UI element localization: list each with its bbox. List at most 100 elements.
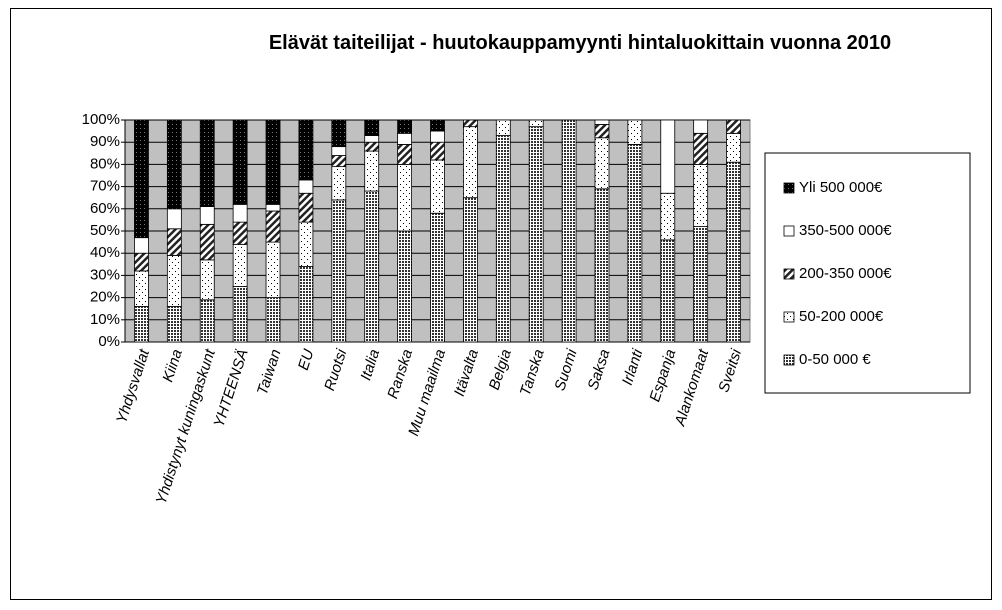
legend-swatch — [783, 311, 795, 323]
bar-segment — [430, 119, 445, 132]
y-tick-label: 60% — [90, 200, 120, 217]
bar-segment — [462, 119, 478, 128]
bar-segment — [166, 208, 182, 230]
bar-segment — [594, 137, 610, 190]
bar-segment — [693, 163, 709, 227]
y-tick-label: 80% — [90, 155, 120, 172]
bar-segment — [232, 286, 248, 343]
bar-segment — [693, 119, 709, 134]
bar-segment — [166, 306, 182, 343]
bar-segment — [331, 119, 347, 148]
bar-segment — [495, 119, 511, 136]
bar-segment — [298, 179, 314, 194]
y-tick-label: 70% — [90, 178, 120, 195]
bar-segment — [134, 119, 149, 239]
x-tick-label: Alankomaat — [671, 346, 712, 428]
x-tick-label: Sveitsi — [715, 347, 745, 395]
bar-segment — [364, 135, 380, 143]
y-tick-label: 10% — [90, 311, 120, 328]
bar-segment — [462, 197, 478, 343]
bar-segment — [166, 255, 182, 307]
bar-segment — [495, 135, 511, 343]
legend-label: 0-50 000 € — [799, 351, 871, 368]
bar-segment — [364, 141, 380, 152]
bar-segment — [265, 297, 281, 343]
x-tick-label: Yhdysvallat — [113, 346, 153, 425]
y-tick-label: 20% — [90, 289, 120, 306]
bar-segment — [166, 228, 182, 256]
bar-segment — [199, 206, 215, 225]
bar-segment — [232, 203, 248, 223]
x-tick-label: Ruotsi — [321, 347, 351, 393]
bar-segment — [462, 126, 478, 199]
bar-segment — [166, 119, 182, 210]
bar-segment — [397, 230, 413, 343]
bar-segment — [265, 210, 281, 243]
legend-swatch — [783, 225, 795, 237]
bar-segment — [265, 119, 281, 205]
bar-segment — [265, 241, 281, 299]
y-tick-label: 50% — [90, 222, 120, 239]
bar-segment — [397, 144, 413, 165]
bar-segment — [594, 188, 610, 343]
bar-segment — [594, 124, 610, 139]
bar-segment — [298, 119, 314, 181]
bar-segment — [594, 119, 610, 125]
x-tick-label: Belgia — [486, 347, 515, 392]
bar-segment — [232, 221, 248, 245]
x-tick-label: Taiwan — [254, 347, 285, 397]
legend-label: 200-350 000€ — [799, 265, 892, 282]
bar-segment — [660, 119, 676, 194]
bar-segment — [199, 119, 215, 207]
y-tick-label: 30% — [90, 266, 120, 283]
legend-label: Yli 500 000€ — [799, 179, 883, 196]
bar-segment — [134, 252, 149, 272]
y-tick-label: 100% — [82, 111, 120, 128]
bar-segment — [660, 239, 676, 343]
legend-swatch — [783, 182, 795, 194]
bar-segment — [660, 192, 676, 241]
bar-segment — [134, 270, 149, 307]
bar-segment — [298, 266, 314, 343]
bar-segment — [726, 132, 741, 163]
x-tick-label: Tanska — [517, 347, 548, 398]
bar-segment — [364, 190, 380, 343]
bar-segment — [331, 146, 347, 156]
bar-segment — [397, 119, 413, 134]
legend-label: 50-200 000€ — [799, 308, 884, 325]
bar-segment — [397, 163, 413, 232]
bar-segment — [726, 161, 741, 343]
x-tick-label: Espanja — [646, 347, 679, 404]
bar-segment — [232, 119, 248, 205]
x-tick-label: Italia — [357, 347, 383, 382]
x-tick-label: Kiina — [159, 347, 185, 384]
bar-segment — [430, 212, 445, 343]
bar-segment — [134, 306, 149, 343]
y-tick-label: 90% — [90, 133, 120, 150]
x-tick-label: EU — [295, 347, 318, 372]
bar-segment — [693, 226, 709, 343]
legend-swatch — [783, 354, 795, 366]
chart-frame — [10, 8, 992, 600]
bar-segment — [199, 299, 215, 343]
bar-segment — [561, 119, 577, 343]
bar-segment — [693, 132, 709, 165]
bar-segment — [726, 119, 741, 134]
bar-segment — [199, 259, 215, 301]
bar-segment — [232, 243, 248, 287]
bar-segment — [331, 199, 347, 343]
x-tick-label: Suomi — [551, 347, 581, 393]
legend-label: 350-500 000€ — [799, 222, 892, 239]
bar-segment — [331, 166, 347, 201]
bar-segment — [134, 237, 149, 254]
bar-segment — [331, 155, 347, 168]
x-tick-label: Ranska — [384, 347, 416, 401]
bar-segment — [364, 119, 380, 136]
bar-segment — [397, 132, 413, 145]
y-tick-label: 40% — [90, 244, 120, 261]
bar-segment — [364, 150, 380, 192]
bar-segment — [298, 192, 314, 223]
legend — [764, 152, 971, 394]
